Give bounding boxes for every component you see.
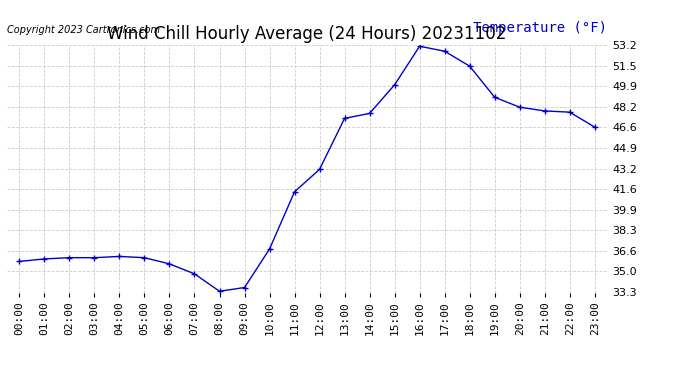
Title: Wind Chill Hourly Average (24 Hours) 20231102: Wind Chill Hourly Average (24 Hours) 202… (108, 26, 506, 44)
Text: Copyright 2023 Cartronics.com: Copyright 2023 Cartronics.com (7, 25, 160, 35)
Text: Temperature (°F): Temperature (°F) (473, 21, 607, 35)
